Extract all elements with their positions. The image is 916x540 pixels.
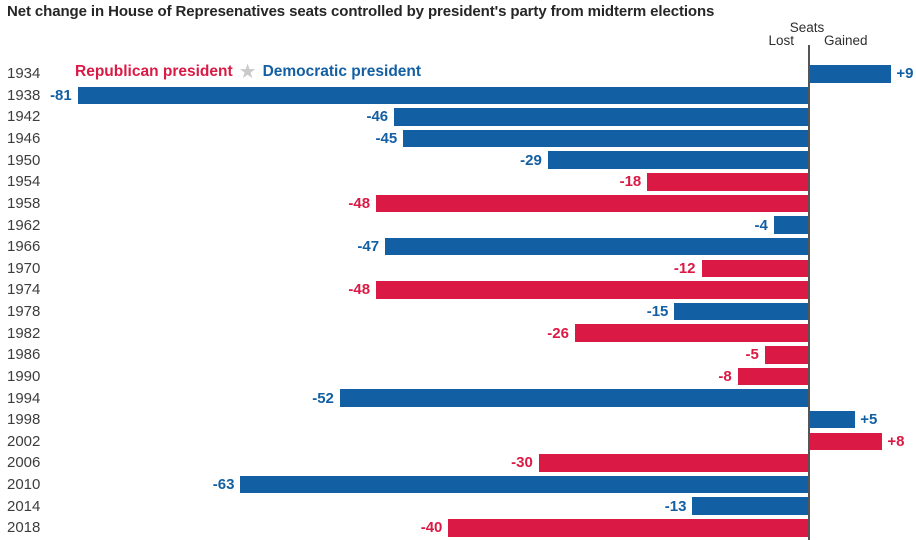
bar-2010 [240, 475, 810, 494]
axis-header-gained: Gained [824, 33, 868, 48]
year-label-1974: 1974 [7, 281, 41, 299]
bar-2006 [538, 454, 810, 472]
year-label-1954: 1954 [7, 173, 41, 191]
legend-republican-label: Republican president [75, 63, 233, 80]
star-icon: ★ [238, 61, 257, 83]
year-label-1998: 1998 [7, 411, 41, 429]
legend: Republican president ★ Democratic presid… [75, 61, 422, 83]
bar-1938 [77, 86, 810, 105]
bar-1946 [403, 129, 810, 148]
year-label-1950: 1950 [7, 151, 41, 169]
value-label-1982: -26 [547, 324, 569, 342]
bar-1966 [385, 237, 810, 256]
year-label-1970: 1970 [7, 259, 41, 277]
value-label-1946: -45 [375, 130, 398, 148]
value-label-2018: -40 [420, 519, 443, 537]
year-label-1978: 1978 [7, 303, 41, 321]
bar-1962 [773, 216, 810, 234]
year-label-1962: 1962 [7, 216, 41, 234]
bar-1942 [394, 108, 810, 126]
bar-1954 [647, 173, 810, 191]
value-label-1990: -8 [718, 367, 732, 385]
value-label-2006: -30 [511, 454, 533, 472]
value-label-1942: -46 [366, 108, 389, 126]
year-label-2006: 2006 [7, 454, 41, 472]
bar-2018 [448, 519, 810, 537]
year-label-1946: 1946 [7, 130, 41, 148]
bar-2014 [692, 497, 810, 515]
year-label-1966: 1966 [7, 238, 41, 256]
bar-1982 [574, 324, 810, 342]
year-label-1982: 1982 [7, 324, 41, 342]
year-label-1934: 1934 [7, 65, 41, 83]
bar-1958 [376, 194, 810, 213]
value-label-1998: +5 [860, 411, 878, 429]
zero-axis-line [808, 45, 810, 540]
bar-1998 [810, 410, 856, 429]
value-label-1958: -48 [348, 194, 371, 212]
value-label-1994: -52 [312, 389, 334, 407]
bar-1950 [547, 151, 810, 169]
value-label-2014: -13 [664, 497, 687, 515]
year-label-2014: 2014 [7, 497, 41, 515]
year-label-2010: 2010 [7, 476, 41, 494]
bar-1978 [674, 302, 810, 321]
bar-1990 [737, 367, 810, 386]
value-label-1934: +9 [896, 65, 914, 83]
value-label-1986: -5 [745, 346, 759, 364]
year-label-1942: 1942 [7, 108, 41, 126]
value-label-1978: -15 [646, 303, 669, 321]
value-label-1954: -18 [619, 173, 642, 191]
year-label-2002: 2002 [7, 432, 41, 450]
value-label-1970: -12 [673, 259, 696, 277]
year-label-1938: 1938 [7, 86, 41, 104]
bar-1994 [339, 389, 810, 407]
year-label-1958: 1958 [7, 194, 41, 212]
axis-header-seats: Seats [789, 20, 825, 35]
year-label-1994: 1994 [7, 389, 41, 407]
year-label-2018: 2018 [7, 519, 41, 537]
value-label-1974: -48 [348, 281, 371, 299]
bar-1970 [701, 259, 810, 278]
bar-2002 [810, 432, 883, 451]
value-label-1966: -47 [357, 238, 380, 256]
value-label-1962: -4 [754, 216, 768, 234]
year-label-1990: 1990 [7, 367, 41, 385]
year-label-1986: 1986 [7, 346, 41, 364]
axis-header-lost: Lost [768, 33, 794, 48]
bar-1986 [764, 346, 810, 364]
value-label-2010: -63 [212, 476, 235, 494]
bar-1934 [810, 65, 892, 83]
bar-1974 [376, 281, 810, 299]
value-label-1950: -29 [520, 151, 542, 169]
chart-title: Net change in House of Represenatives se… [7, 3, 715, 20]
value-label-2002: +8 [887, 432, 905, 450]
value-label-1938: -81 [50, 86, 72, 104]
legend-democratic-label: Democratic president [262, 63, 422, 80]
